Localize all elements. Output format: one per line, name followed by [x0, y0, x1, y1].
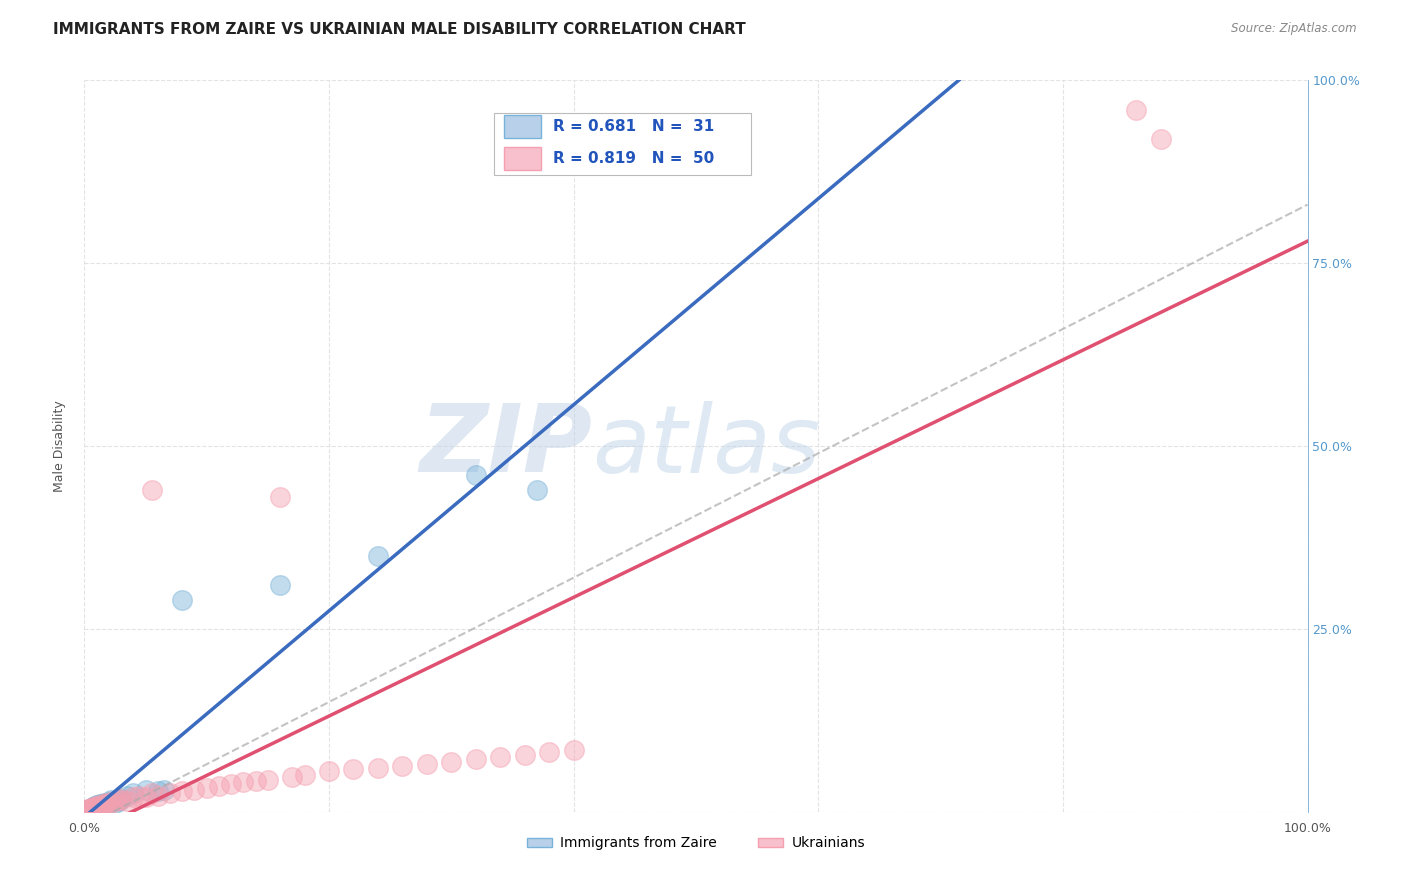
Point: [76, 803, 98, 817]
Point: [107, 795, 129, 809]
Point: [141, 787, 163, 801]
Point: [90, 798, 112, 813]
Point: [86, 798, 108, 813]
Point: [84, 798, 107, 813]
Point: [128, 789, 150, 803]
Point: [122, 790, 145, 805]
Point: [76, 803, 98, 817]
Point: [538, 745, 561, 759]
Point: [513, 747, 536, 762]
Point: [1125, 103, 1147, 117]
Point: [77, 803, 100, 817]
Point: [84, 799, 107, 814]
Point: [562, 742, 585, 756]
Point: [146, 784, 169, 798]
Point: [440, 755, 463, 769]
Text: R = 0.681   N =  31: R = 0.681 N = 31: [553, 119, 714, 134]
Point: [77, 803, 100, 817]
Point: [93, 797, 115, 812]
Point: [82, 800, 104, 814]
Point: [79, 802, 101, 816]
Point: [1150, 132, 1173, 146]
Point: [281, 770, 304, 784]
Point: [159, 787, 181, 801]
Point: [97, 797, 120, 812]
Point: [104, 796, 127, 810]
Point: [97, 797, 120, 811]
Text: ZIP: ZIP: [419, 400, 592, 492]
Point: [172, 592, 194, 607]
Y-axis label: Male Disability: Male Disability: [53, 401, 66, 491]
Point: [245, 774, 267, 789]
Point: [367, 549, 389, 563]
Point: [86, 798, 108, 813]
Point: [269, 490, 291, 504]
Point: [219, 777, 242, 791]
Point: [83, 801, 105, 815]
Point: [232, 775, 254, 789]
Point: [96, 796, 118, 810]
Point: [97, 795, 120, 809]
Text: Source: ZipAtlas.com: Source: ZipAtlas.com: [1232, 22, 1357, 36]
Point: [269, 578, 291, 592]
Point: [464, 752, 486, 766]
Point: [342, 762, 364, 776]
Point: [77, 803, 100, 817]
Point: [489, 749, 512, 764]
Point: [183, 782, 205, 797]
Point: [526, 483, 548, 497]
Point: [110, 791, 132, 805]
Point: [80, 801, 103, 815]
Point: [135, 790, 157, 805]
Point: [91, 797, 114, 811]
Text: R = 0.819   N =  50: R = 0.819 N = 50: [553, 151, 714, 166]
Point: [172, 784, 194, 798]
Point: [83, 799, 105, 814]
Point: [115, 789, 138, 803]
Point: [257, 772, 280, 787]
Point: [87, 798, 110, 813]
Point: [146, 789, 169, 803]
Point: [115, 795, 138, 809]
Point: [318, 764, 340, 779]
Point: [135, 782, 157, 797]
Point: [110, 791, 132, 805]
Point: [464, 468, 486, 483]
Point: [93, 796, 115, 810]
Point: [294, 768, 316, 782]
Text: atlas: atlas: [592, 401, 820, 491]
Point: [100, 793, 122, 807]
Point: [195, 781, 218, 796]
Point: [153, 782, 176, 797]
FancyBboxPatch shape: [503, 147, 541, 170]
Point: [80, 801, 103, 815]
Point: [82, 800, 104, 814]
Point: [89, 797, 111, 812]
Point: [79, 802, 101, 816]
FancyBboxPatch shape: [503, 115, 541, 138]
Point: [141, 483, 163, 497]
Point: [77, 802, 100, 816]
FancyBboxPatch shape: [494, 113, 751, 176]
Point: [107, 793, 129, 807]
Point: [96, 797, 118, 812]
Point: [104, 794, 127, 808]
Point: [87, 798, 110, 813]
Point: [100, 795, 122, 809]
Point: [416, 757, 439, 772]
Legend: Immigrants from Zaire, Ukrainians: Immigrants from Zaire, Ukrainians: [522, 830, 870, 856]
Point: [367, 761, 389, 775]
Text: IMMIGRANTS FROM ZAIRE VS UKRAINIAN MALE DISABILITY CORRELATION CHART: IMMIGRANTS FROM ZAIRE VS UKRAINIAN MALE …: [53, 22, 747, 37]
Point: [87, 798, 110, 813]
Point: [208, 779, 231, 793]
Point: [122, 787, 145, 801]
Point: [391, 759, 413, 773]
